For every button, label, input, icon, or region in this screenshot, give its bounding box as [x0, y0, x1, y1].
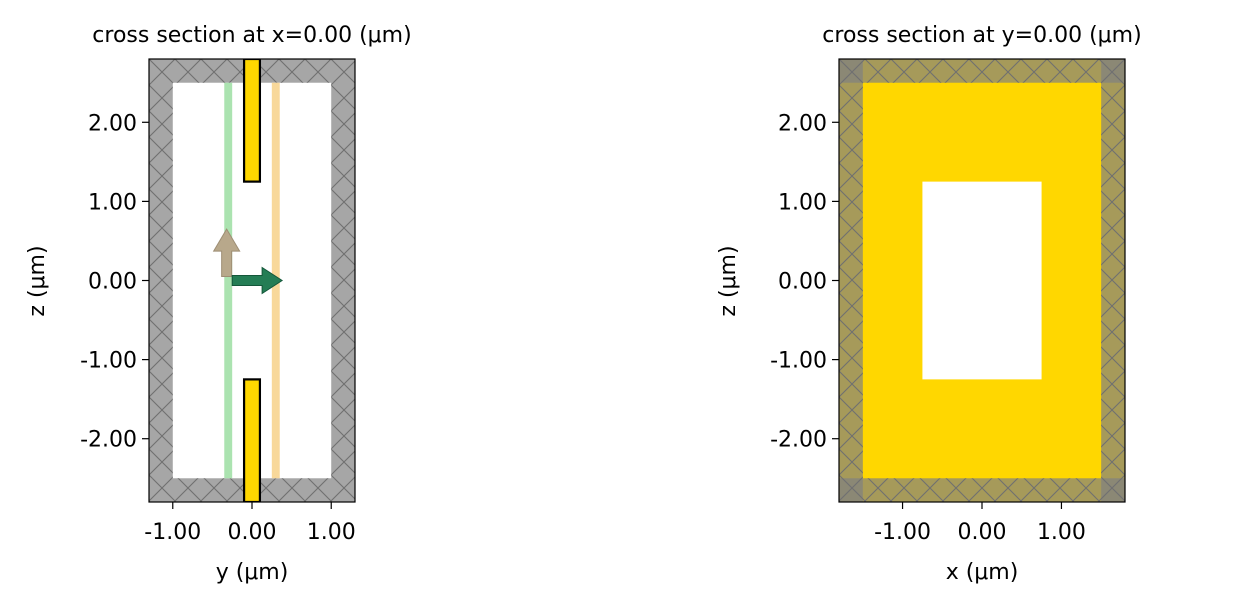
- left-ytick-label: 0.00: [88, 270, 137, 295]
- injection-arrow-icon: [231, 266, 284, 295]
- left-ytick-label: -2.00: [80, 428, 137, 453]
- right-xtick-label: -1.00: [874, 520, 931, 545]
- pml-right-band-hatch: [1101, 59, 1125, 502]
- right-ytick-label: 2.00: [778, 111, 827, 136]
- pml-bottom-band-hatch: [839, 478, 1125, 502]
- left-x-label: y (μm): [216, 560, 289, 585]
- left-source-plane: [224, 82, 233, 479]
- left-x-axis: -1.00 0.00 1.00: [144, 502, 356, 545]
- pml-left-band-hatch: [149, 59, 173, 502]
- left-xtick-label: -1.00: [144, 520, 201, 545]
- right-xtick-label: 1.00: [1037, 520, 1086, 545]
- left-xtick-label: 0.00: [228, 520, 277, 545]
- pml-right-band-hatch: [331, 59, 355, 502]
- right-y-axis: 2.00 1.00 0.00 -1.00 -2.00: [770, 111, 839, 453]
- right-y-label: z (μm): [716, 245, 741, 316]
- pml-left-band-hatch: [839, 59, 863, 502]
- right-x-label: x (μm): [946, 560, 1019, 585]
- right-plot-area: [839, 59, 1125, 502]
- right-ytick-label: 1.00: [778, 190, 827, 215]
- right-panel: cross section at y=0.00 (μm) -1.00 0.00 1.…: [716, 23, 1142, 585]
- left-plot-area: [149, 59, 355, 502]
- left-title: cross section at x=0.00 (μm): [92, 23, 411, 48]
- pml-top-band-hatch: [839, 59, 1125, 83]
- right-x-axis: -1.00 0.00 1.00: [874, 502, 1086, 545]
- right-title: cross section at y=0.00 (μm): [822, 23, 1141, 48]
- left-ytick-label: 1.00: [88, 190, 137, 215]
- left-ytick-label: 2.00: [88, 111, 137, 136]
- left-xtick-label: 1.00: [307, 520, 356, 545]
- right-ytick-label: 0.00: [778, 270, 827, 295]
- polarization-arrow-icon: [212, 228, 241, 278]
- right-aperture: [922, 181, 1042, 380]
- left-pml-boundary: [149, 59, 355, 502]
- left-y-label: z (μm): [25, 245, 50, 316]
- left-gold-slabs: [242, 59, 262, 502]
- left-ytick-label: -1.00: [80, 349, 137, 374]
- gold-slab-top: [242, 59, 262, 183]
- right-ytick-label: -2.00: [770, 428, 827, 453]
- right-pml-boundary: [839, 59, 1125, 502]
- right-ytick-label: -1.00: [770, 349, 827, 374]
- gold-slab-bottom: [242, 378, 262, 502]
- left-panel: cross section at x=0.00 (μm) -1.00 0.00 1.…: [25, 23, 412, 585]
- left-y-axis: 2.00 1.00 0.00 -1.00 -2.00: [80, 111, 149, 453]
- right-xtick-label: 0.00: [958, 520, 1007, 545]
